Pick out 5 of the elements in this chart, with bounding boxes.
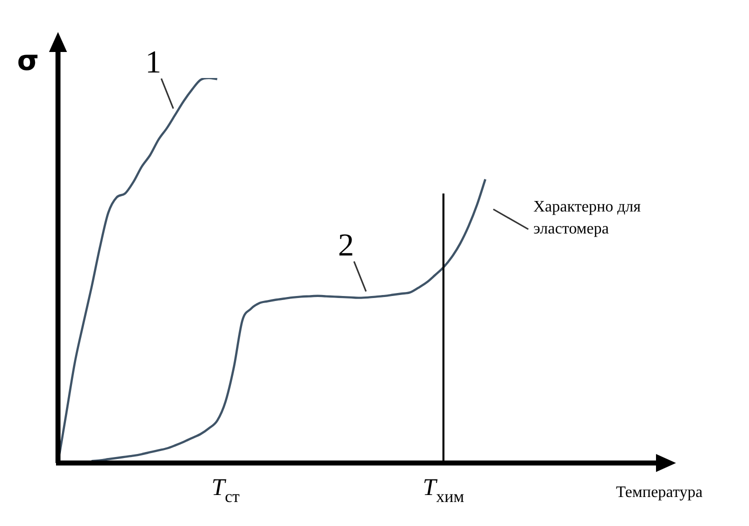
- annotation: Характерно для эластомера: [533, 198, 642, 238]
- series-label: 2: [338, 226, 354, 262]
- series-label: 1: [145, 44, 162, 80]
- x-axis-title: Температура: [616, 484, 703, 501]
- y-axis-title: σ: [17, 44, 39, 77]
